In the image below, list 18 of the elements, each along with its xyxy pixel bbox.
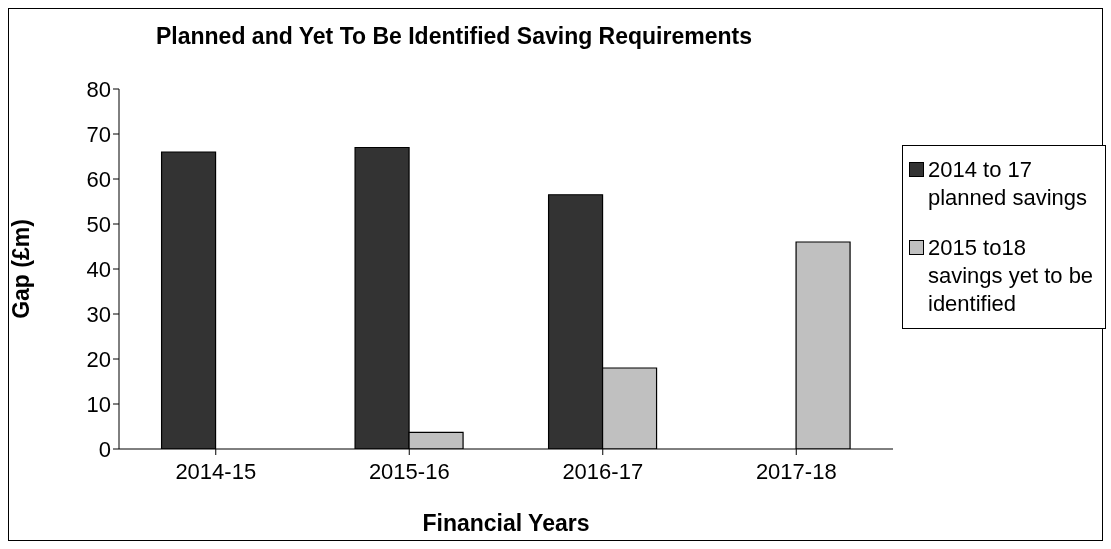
y-tick-label: 40 [86, 256, 111, 282]
y-tick-label: 70 [86, 121, 111, 147]
y-tick-label: 30 [86, 301, 111, 327]
x-tick-label: 2016-17 [562, 458, 644, 484]
legend-label: 2015 to18 savings yet to be identified [928, 234, 1095, 318]
x-tick-label: 2015-16 [368, 458, 450, 484]
x-axis-title: Financial Years [422, 510, 590, 536]
x-tick-label: 2014-15 [175, 458, 257, 484]
y-axis-title: Gap (£m) [8, 219, 35, 319]
y-tick-label: 60 [86, 166, 111, 192]
y-tick-label: 0 [98, 436, 111, 462]
y-tick-label: 20 [86, 346, 111, 372]
legend-label: 2014 to 17 planned savings [928, 156, 1088, 212]
y-tick-label: 50 [86, 211, 111, 237]
y-tick-label: 80 [86, 76, 111, 102]
y-tick-label: 10 [86, 391, 111, 417]
x-tick-label: 2017-18 [755, 458, 837, 484]
chart-title: Planned and Yet To Be Identified Saving Requirements [155, 23, 753, 50]
